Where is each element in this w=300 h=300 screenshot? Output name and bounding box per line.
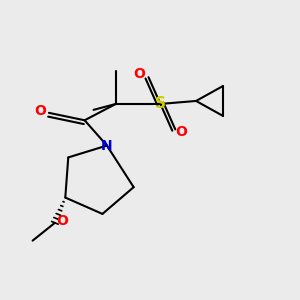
Text: S: S xyxy=(155,96,166,111)
Text: O: O xyxy=(35,104,46,118)
Text: O: O xyxy=(175,125,187,139)
Text: O: O xyxy=(56,214,68,228)
Text: O: O xyxy=(133,67,145,81)
Text: N: N xyxy=(101,139,113,152)
